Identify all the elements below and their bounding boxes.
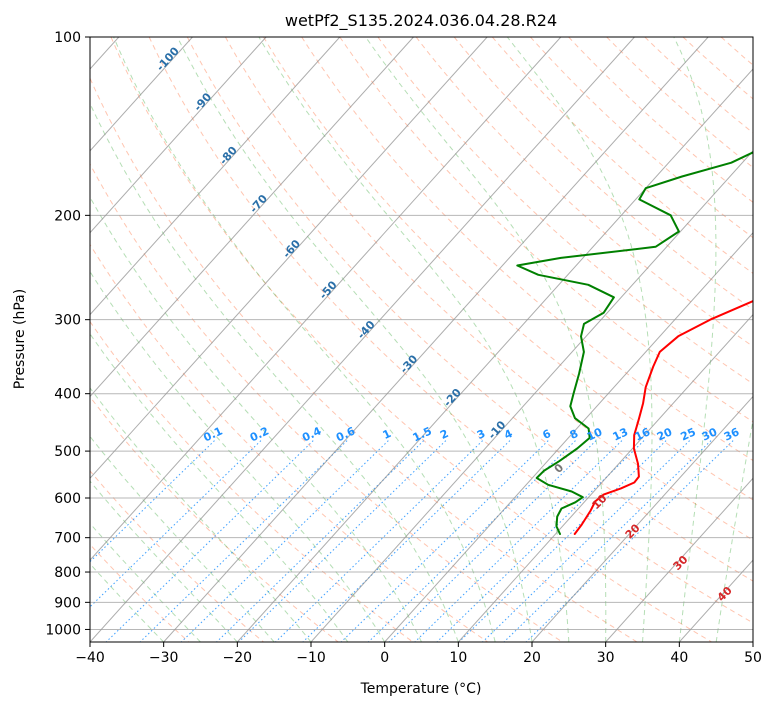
mixing-ratio-label: 13 <box>611 425 630 443</box>
mixing-ratio-line <box>105 440 314 642</box>
x-tick-label: 20 <box>523 650 541 666</box>
mixing-ratio-line <box>275 440 483 642</box>
x-tick-label: 50 <box>744 650 762 666</box>
skewed-isotherm <box>90 37 635 642</box>
mixing-ratio-line <box>90 440 262 608</box>
y-tick-label: 200 <box>54 208 81 224</box>
mixing-ratio-label: 25 <box>678 425 697 443</box>
mixing-ratio-line <box>503 440 712 642</box>
dry-adiabat <box>568 37 753 203</box>
mixing-ratio-line <box>482 440 690 642</box>
x-tick-label: −40 <box>75 650 105 666</box>
x-tick-label: 10 <box>449 650 467 666</box>
skewed-isotherm <box>605 477 753 642</box>
moist-adiabat <box>715 417 753 642</box>
y-axis-label: Pressure (hPa) <box>12 289 28 389</box>
moist-adiabat <box>90 522 201 642</box>
skewed-isotherm <box>90 37 193 152</box>
mixing-ratio-line <box>525 440 734 642</box>
mixing-ratio-label: 10 <box>585 425 605 443</box>
mixing-ratio-line <box>302 440 511 642</box>
moist-adiabat <box>673 37 717 642</box>
dry-adiabat <box>90 320 414 642</box>
temperature-profile <box>573 299 753 535</box>
skewed-isotherm <box>457 313 753 642</box>
dry-adiabat <box>453 37 753 311</box>
y-tick-label: 400 <box>54 387 81 403</box>
x-axis: −40 −30 −20 −10 0 10 20 30 40 50 <box>75 642 762 666</box>
mixing-ratio-label: 36 <box>722 425 742 443</box>
grid <box>90 37 753 642</box>
skewed-isotherm <box>384 231 753 642</box>
dry-adiabat <box>339 37 753 423</box>
y-tick-label: 700 <box>54 531 81 547</box>
moist-adiabat <box>90 102 459 642</box>
mixing-ratio-line <box>388 440 597 642</box>
dry-adiabat <box>90 396 339 642</box>
moist-adiabat <box>90 270 386 642</box>
y-tick-label: 600 <box>54 491 81 507</box>
x-tick-label: −20 <box>223 650 253 666</box>
x-tick-label: 30 <box>597 650 615 666</box>
mixing-ratio-line <box>90 440 215 563</box>
x-axis-label: Temperature (°C) <box>360 681 482 697</box>
y-tick-label: 500 <box>54 444 81 460</box>
x-tick-label: 0 <box>380 650 389 666</box>
mixing-ratio-line <box>139 440 348 642</box>
x-tick-label: 40 <box>670 650 688 666</box>
mixing-ratio-line <box>216 440 425 642</box>
mixing-ratio-line <box>414 440 623 642</box>
mixing-ratio-line <box>238 440 447 642</box>
dry-adiabat <box>90 76 638 642</box>
moist-adiabat <box>258 37 570 642</box>
dry-adiabat <box>224 37 753 541</box>
plot-frame <box>89 36 754 643</box>
y-tick-label: 900 <box>54 595 81 611</box>
skewed-isotherm <box>90 37 341 316</box>
chart-title: wetPf2_S135.2024.036.04.28.R24 <box>285 11 557 31</box>
mixing-ratio-label: 16 <box>633 425 653 443</box>
dry-adiabat <box>90 163 563 642</box>
moist-adiabat <box>90 480 238 642</box>
skewed-isotherm <box>90 37 414 398</box>
skewed-isotherm <box>531 395 753 642</box>
moist-adiabat <box>176 37 533 642</box>
moist-adiabat <box>90 196 422 642</box>
y-tick-label: 300 <box>54 313 81 329</box>
dry-adiabat <box>377 37 753 385</box>
mixing-ratio-label: 20 <box>655 425 675 443</box>
skewed-isotherm <box>310 150 753 642</box>
moist-adiabat <box>506 37 653 642</box>
moist-adiabat <box>90 332 349 642</box>
dry-adiabat <box>186 37 753 582</box>
x-tick-label: −30 <box>149 650 179 666</box>
skewed-isotherm <box>236 68 753 642</box>
dry-adiabat <box>110 37 712 642</box>
mixing-ratio-line <box>340 440 549 642</box>
dry-adiabat <box>491 37 753 274</box>
skewed-isotherm <box>163 37 709 642</box>
y-tick-label: 100 <box>54 30 81 46</box>
mixing-ratio-line <box>180 440 389 642</box>
mixing-ratio-label: 30 <box>700 425 720 443</box>
skewed-isotherm <box>90 37 562 561</box>
y-tick-label: 1000 <box>45 622 81 638</box>
skewed-isotherm <box>90 37 267 234</box>
plot-area <box>90 37 753 642</box>
moist-adiabat <box>365 37 607 642</box>
y-tick-label: 800 <box>54 565 81 581</box>
x-tick-label: −10 <box>296 650 326 666</box>
dewpoint-profile <box>516 151 753 535</box>
series-layer <box>516 151 753 535</box>
skewed-isotherm <box>90 37 488 480</box>
y-axis: 1000 900 800 700 600 500 400 300 200 100 <box>45 30 90 638</box>
dry-adiabat <box>90 243 488 642</box>
mixing-ratio-line <box>458 440 667 642</box>
